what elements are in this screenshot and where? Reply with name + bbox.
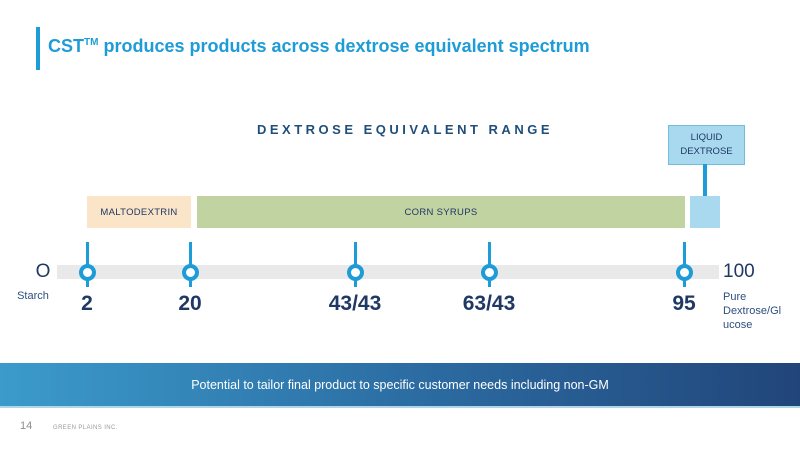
marker-dot (346, 264, 364, 281)
page-title: CSTTM produces products across dextrose e… (48, 36, 590, 58)
marker-label: 20 (178, 292, 202, 315)
marker-dot (181, 264, 199, 281)
marker-label: 95 (672, 292, 696, 315)
band-corn-syrups-label: CORN SYRUPS (404, 206, 478, 218)
marker-dot (675, 264, 693, 281)
callout-label: LIQUID DEXTROSE (680, 132, 733, 157)
marker-label: 43/43 (328, 292, 382, 315)
scale-track (57, 265, 719, 279)
marker-dot (480, 264, 498, 281)
callout-connector-line (703, 164, 707, 197)
scale-left-label: Starch (17, 290, 49, 302)
title-trademark: TM (84, 37, 99, 48)
title-accent-bar (36, 27, 40, 70)
marker-label: 63/43 (462, 292, 516, 315)
banner-text: Potential to tailor final product to spe… (191, 377, 609, 392)
title-prefix: CST (48, 36, 84, 56)
band-maltodextrin: MALTODEXTRIN (87, 196, 191, 228)
scale-right-label: Pure Dextrose/Glucose (723, 291, 782, 331)
page-number: 14 (20, 420, 33, 432)
title-rest: produces products across dextrose equiva… (103, 36, 590, 56)
band-corn-syrups: CORN SYRUPS (197, 196, 685, 228)
marker-label: 2 (81, 292, 93, 315)
band-maltodextrin-label: MALTODEXTRIN (100, 206, 178, 218)
diagram-heading: DEXTROSE EQUIVALENT RANGE (256, 122, 553, 137)
scale-right-value: 100 (723, 261, 755, 282)
company-name: GREEN PLAINS INC. (53, 425, 118, 431)
band-liquid-dextrose (690, 196, 720, 228)
summary-banner: Potential to tailor final product to spe… (0, 363, 800, 408)
marker-dot (78, 264, 96, 281)
scale-left-value: O (35, 261, 51, 282)
liquid-dextrose-callout: LIQUID DEXTROSE (668, 125, 745, 165)
